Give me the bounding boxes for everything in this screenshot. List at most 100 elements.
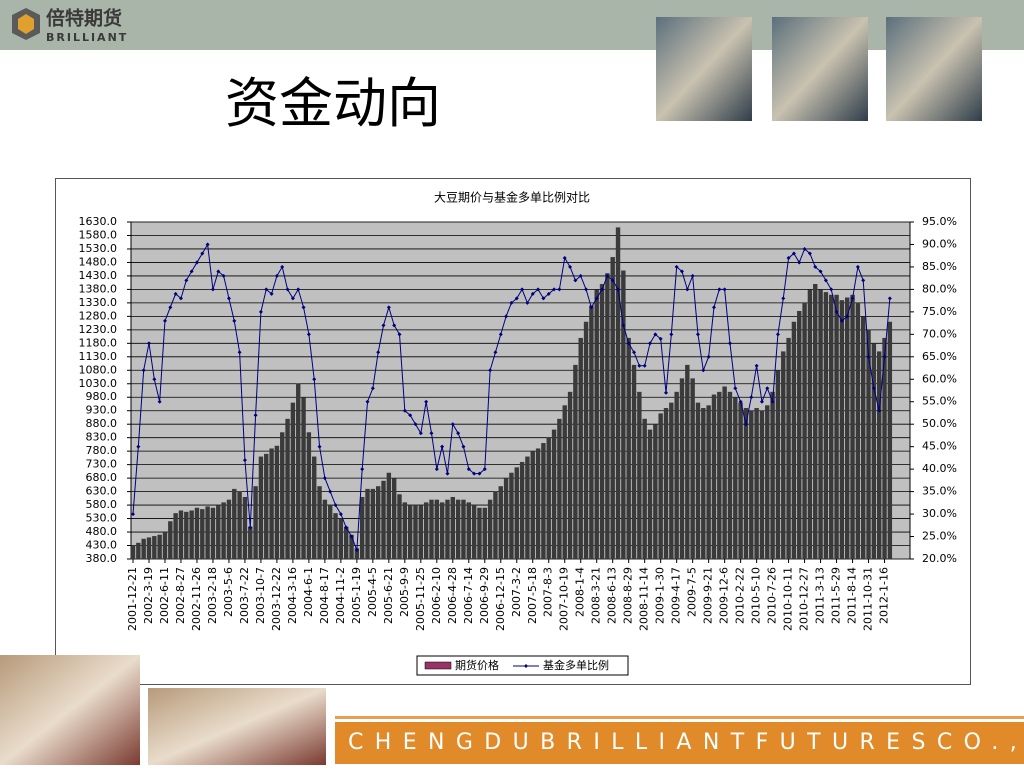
- y-tick-label: 480.0: [86, 525, 118, 538]
- x-tick-label: 2009-7-5: [686, 567, 699, 617]
- y2-tick-label: 65.0%: [922, 350, 957, 363]
- footer-rule: [335, 716, 1024, 719]
- bar: [312, 456, 317, 559]
- x-tick-label: 2006-9-29: [478, 567, 491, 624]
- bar: [839, 300, 845, 559]
- bar: [359, 496, 365, 559]
- bar: [498, 486, 503, 559]
- x-tick-label: 2008-6-13: [606, 567, 619, 624]
- x-tick-label: 2004-3-16: [286, 567, 299, 624]
- y-tick-label: 580.0: [86, 498, 118, 511]
- bar: [493, 491, 498, 559]
- bar: [855, 302, 861, 559]
- bar: [450, 496, 455, 559]
- bar: [887, 321, 893, 559]
- bar: [200, 509, 205, 559]
- y2-tick-label: 50.0%: [922, 417, 957, 430]
- y2-tick-label: 25.0%: [922, 530, 957, 543]
- bar: [690, 378, 695, 559]
- bar: [466, 502, 471, 559]
- bar: [386, 472, 392, 559]
- bar: [695, 402, 701, 559]
- y-tick-label: 830.0: [86, 431, 118, 444]
- x-tick-label: 2006-4-28: [446, 567, 459, 624]
- bar: [541, 443, 546, 559]
- bar: [663, 408, 669, 559]
- x-tick-label: 2009-9-21: [702, 567, 715, 624]
- x-tick-label: 2005-1-19: [350, 567, 363, 624]
- legend-label: 基金多单比例: [543, 658, 609, 672]
- chart: 380.0430.0480.0530.0580.0630.0680.0730.0…: [79, 215, 957, 676]
- x-tick-label: 2011-3-13: [814, 567, 827, 624]
- bar: [834, 294, 839, 559]
- bar: [557, 418, 562, 559]
- bar: [429, 499, 434, 559]
- x-tick-label: 2009-12-6: [718, 567, 731, 624]
- photo: [886, 17, 982, 121]
- bar: [413, 505, 418, 559]
- y2-tick-label: 80.0%: [922, 282, 957, 295]
- y-tick-label: 880.0: [86, 417, 118, 430]
- x-tick-label: 2002-6-11: [158, 567, 171, 624]
- bar: [306, 432, 312, 559]
- x-tick-label: 2008-1-4: [574, 567, 587, 617]
- x-tick-label: 2011-5-29: [830, 567, 843, 624]
- bar: [221, 502, 226, 559]
- logo: 倍特期货 BRILLIANT: [12, 7, 126, 44]
- bar: [829, 294, 834, 559]
- bar: [711, 394, 717, 559]
- y-tick-label: 980.0: [86, 390, 118, 403]
- bar: [194, 507, 200, 559]
- bar: [162, 532, 168, 559]
- x-tick-label: 2007-10-19: [558, 567, 571, 631]
- bar: [562, 405, 567, 559]
- bar: [445, 499, 450, 559]
- bar: [423, 502, 429, 559]
- y2-tick-label: 20.0%: [922, 552, 957, 565]
- x-tick-label: 2011-8-14: [846, 567, 859, 624]
- bar: [647, 429, 653, 559]
- bar: [850, 294, 855, 559]
- x-tick-label: 2008-8-29: [622, 567, 635, 624]
- photo: [0, 655, 140, 765]
- y2-tick-label: 30.0%: [922, 507, 957, 520]
- y-tick-label: 380.0: [86, 552, 118, 565]
- bar: [354, 548, 360, 559]
- x-tick-label: 2002-3-19: [142, 567, 155, 624]
- bar: [615, 227, 621, 559]
- x-tick-label: 2006-12-15: [494, 567, 507, 631]
- x-tick-label: 2003-2-18: [206, 567, 219, 624]
- bar: [567, 391, 573, 559]
- legend-label: 期货价格: [455, 658, 499, 672]
- bar: [269, 448, 274, 559]
- bar: [168, 521, 173, 559]
- y-tick-label: 1430.0: [79, 269, 118, 282]
- bar: [610, 257, 615, 559]
- bar: [727, 391, 733, 559]
- bar: [775, 370, 781, 559]
- bar: [733, 397, 738, 559]
- bar: [765, 405, 770, 559]
- x-tick-label: 2005-9-9: [398, 567, 411, 617]
- bar: [802, 302, 807, 559]
- y2-tick-label: 95.0%: [922, 215, 957, 228]
- bar: [333, 513, 338, 559]
- x-tick-label: 2010-10-11: [782, 567, 795, 631]
- bar: [338, 518, 344, 559]
- x-tick-label: 2007-3-2: [510, 567, 523, 617]
- y-tick-label: 680.0: [86, 471, 118, 484]
- slide-title: 资金动向: [225, 72, 441, 135]
- y-tick-label: 1030.0: [79, 377, 118, 390]
- bar: [253, 486, 258, 559]
- bar: [845, 297, 850, 559]
- bar: [877, 351, 882, 559]
- bar: [722, 386, 727, 559]
- x-tick-label: 2008-11-14: [638, 567, 651, 631]
- chart-title: 大豆期价与基金多单比例对比: [434, 190, 590, 205]
- bar: [477, 507, 482, 559]
- bar: [599, 284, 605, 559]
- bar: [205, 506, 210, 559]
- y-tick-label: 1080.0: [79, 363, 118, 376]
- y-tick-label: 780.0: [86, 444, 118, 457]
- y2-tick-label: 90.0%: [922, 237, 957, 250]
